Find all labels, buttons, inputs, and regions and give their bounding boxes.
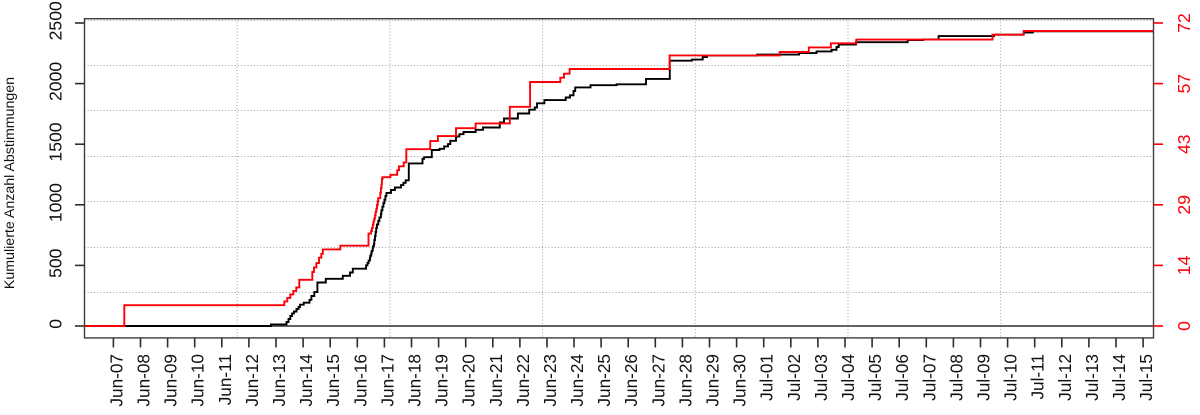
- svg-text:Jul-12: Jul-12: [1055, 354, 1075, 401]
- svg-text:Jun-19: Jun-19: [432, 354, 452, 407]
- svg-text:29: 29: [1174, 195, 1194, 215]
- svg-text:1500: 1500: [45, 122, 65, 161]
- svg-text:43: 43: [1174, 134, 1194, 154]
- svg-text:Jun-16: Jun-16: [350, 354, 370, 407]
- svg-text:Jun-29: Jun-29: [703, 354, 723, 407]
- svg-text:Jun-15: Jun-15: [323, 354, 343, 407]
- svg-text:Jun-24: Jun-24: [567, 354, 587, 407]
- svg-text:Jul-08: Jul-08: [946, 354, 966, 401]
- svg-text:Jun-25: Jun-25: [594, 354, 614, 407]
- svg-text:Jul-13: Jul-13: [1082, 354, 1102, 401]
- svg-text:Jul-06: Jul-06: [892, 354, 912, 401]
- svg-text:Jun-10: Jun-10: [188, 354, 208, 407]
- svg-text:Jun-11: Jun-11: [215, 354, 235, 405]
- svg-text:Jun-26: Jun-26: [621, 354, 641, 407]
- svg-text:Jul-11: Jul-11: [1028, 354, 1048, 400]
- svg-text:Jun-14: Jun-14: [296, 354, 316, 407]
- svg-text:0: 0: [1174, 321, 1194, 331]
- svg-text:Jun-30: Jun-30: [730, 354, 750, 407]
- svg-text:Jul-07: Jul-07: [919, 354, 939, 401]
- svg-text:Jun-21: Jun-21: [486, 354, 506, 407]
- svg-text:Jun-12: Jun-12: [242, 354, 262, 407]
- svg-text:Jun-23: Jun-23: [540, 354, 560, 407]
- svg-text:Jul-15: Jul-15: [1136, 354, 1156, 401]
- svg-text:1000: 1000: [45, 183, 65, 222]
- svg-text:Jul-02: Jul-02: [784, 354, 804, 401]
- svg-text:Kumulierte Anzahl Abstimmungen: Kumulierte Anzahl Abstimmungen: [2, 77, 18, 289]
- svg-text:Jun-08: Jun-08: [134, 354, 154, 407]
- svg-text:Jun-07: Jun-07: [106, 354, 126, 407]
- svg-text:Jun-13: Jun-13: [269, 354, 289, 407]
- svg-text:2000: 2000: [45, 62, 65, 101]
- svg-text:Jul-04: Jul-04: [838, 354, 858, 401]
- svg-text:Jun-09: Jun-09: [161, 354, 181, 407]
- svg-text:Jul-10: Jul-10: [1001, 354, 1021, 401]
- svg-text:Jun-20: Jun-20: [459, 354, 479, 407]
- svg-text:Jun-17: Jun-17: [377, 354, 397, 407]
- svg-text:Jul-03: Jul-03: [811, 354, 831, 401]
- svg-text:Jun-28: Jun-28: [675, 354, 695, 407]
- svg-text:0: 0: [45, 319, 65, 329]
- svg-text:72: 72: [1174, 13, 1194, 33]
- svg-text:57: 57: [1174, 74, 1194, 94]
- svg-text:Jul-01: Jul-01: [757, 354, 777, 401]
- svg-text:Jul-09: Jul-09: [974, 354, 994, 401]
- svg-text:14: 14: [1174, 255, 1194, 275]
- svg-text:Jun-22: Jun-22: [513, 354, 533, 407]
- svg-text:Jul-05: Jul-05: [865, 354, 885, 401]
- svg-text:Jul-14: Jul-14: [1109, 354, 1129, 401]
- svg-text:500: 500: [45, 248, 65, 278]
- svg-text:Jun-18: Jun-18: [405, 354, 425, 407]
- svg-text:2500: 2500: [45, 1, 65, 40]
- svg-text:Jun-27: Jun-27: [648, 354, 668, 407]
